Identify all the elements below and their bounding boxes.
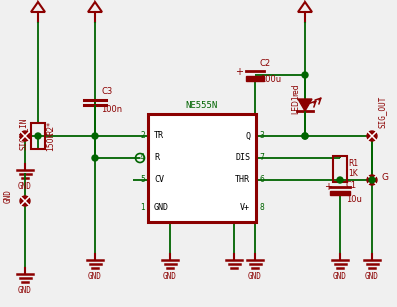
Circle shape <box>302 133 308 139</box>
Bar <box>148 114 256 222</box>
Text: C1: C1 <box>346 181 357 189</box>
Circle shape <box>92 155 98 161</box>
Text: TR: TR <box>154 131 164 141</box>
Text: SIGN_IN: SIGN_IN <box>19 118 28 150</box>
Text: SIG_OUT: SIG_OUT <box>378 95 387 128</box>
Text: C3: C3 <box>101 87 112 96</box>
Text: R1: R1 <box>348 160 358 169</box>
Text: GND: GND <box>365 272 379 281</box>
Text: LED1: LED1 <box>291 94 300 114</box>
Text: 2: 2 <box>140 131 145 141</box>
Text: 150K: 150K <box>46 131 55 151</box>
Text: +: + <box>324 182 332 192</box>
Text: R2*: R2* <box>46 121 55 135</box>
Text: GND: GND <box>163 272 177 281</box>
Bar <box>246 76 264 81</box>
Circle shape <box>337 177 343 183</box>
Text: +: + <box>235 67 243 77</box>
Polygon shape <box>298 99 312 111</box>
Text: 5: 5 <box>140 176 145 185</box>
Text: C2: C2 <box>260 59 271 68</box>
Bar <box>31 123 45 149</box>
Bar <box>330 191 350 195</box>
Circle shape <box>92 133 98 139</box>
Text: GND: GND <box>4 189 13 203</box>
Text: 8: 8 <box>259 204 264 212</box>
Text: GND: GND <box>154 204 169 212</box>
Text: GND: GND <box>248 272 262 281</box>
Text: 7: 7 <box>259 154 264 162</box>
Text: 100u: 100u <box>260 75 281 84</box>
Text: V+: V+ <box>240 204 250 212</box>
Text: 4: 4 <box>140 154 145 162</box>
Text: CV: CV <box>154 176 164 185</box>
Text: THR: THR <box>235 176 250 185</box>
Text: GND: GND <box>18 182 32 191</box>
Text: GND: GND <box>18 286 32 295</box>
Text: DIS: DIS <box>235 154 250 162</box>
Circle shape <box>369 177 375 183</box>
Circle shape <box>20 131 30 141</box>
Text: GND: GND <box>88 272 102 281</box>
Text: 3: 3 <box>259 131 264 141</box>
Text: 1K: 1K <box>348 169 358 178</box>
Bar <box>333 156 347 182</box>
Text: 10u: 10u <box>346 196 362 204</box>
Text: 6: 6 <box>259 176 264 185</box>
Circle shape <box>367 175 377 185</box>
Text: GND: GND <box>333 272 347 281</box>
Text: 1: 1 <box>140 204 145 212</box>
Circle shape <box>302 72 308 78</box>
Circle shape <box>367 131 377 141</box>
Circle shape <box>35 133 41 139</box>
Text: 100n: 100n <box>101 106 122 115</box>
Text: NE555N: NE555N <box>186 101 218 110</box>
Text: G: G <box>382 173 389 182</box>
Text: R: R <box>154 154 159 162</box>
Circle shape <box>302 133 308 139</box>
Circle shape <box>20 196 30 206</box>
Text: red: red <box>291 84 300 96</box>
Text: Q: Q <box>245 131 250 141</box>
